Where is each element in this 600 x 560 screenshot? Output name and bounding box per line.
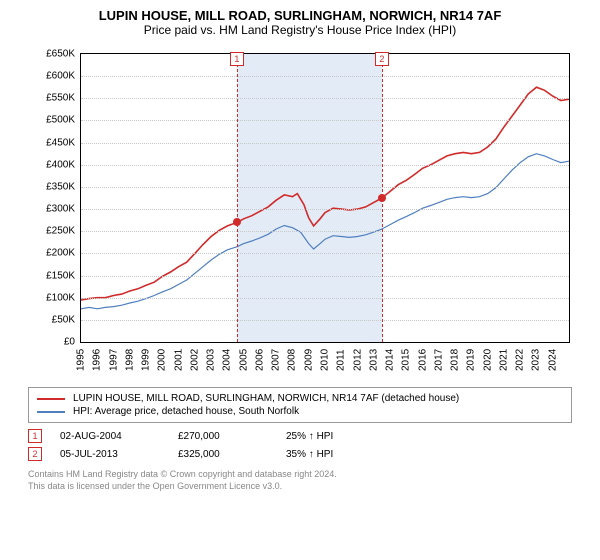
y-axis-label: £600K bbox=[20, 71, 75, 82]
sale-date: 02-AUG-2004 bbox=[60, 431, 160, 442]
footer: Contains HM Land Registry data © Crown c… bbox=[28, 469, 572, 492]
y-axis-label: £500K bbox=[20, 115, 75, 126]
sale-delta: 35% ↑ HPI bbox=[286, 449, 333, 460]
x-axis-label: 2018 bbox=[450, 349, 461, 371]
sale-marker-dot bbox=[378, 194, 386, 202]
y-axis-label: £350K bbox=[20, 181, 75, 192]
sale-price: £270,000 bbox=[178, 431, 268, 442]
x-axis-label: 2013 bbox=[368, 349, 379, 371]
x-axis-label: 2017 bbox=[433, 349, 444, 371]
y-axis-label: £200K bbox=[20, 248, 75, 259]
gridline bbox=[81, 120, 569, 121]
x-axis-label: 2020 bbox=[482, 349, 493, 371]
y-axis-label: £400K bbox=[20, 159, 75, 170]
x-axis-label: 2002 bbox=[189, 349, 200, 371]
x-axis-label: 2007 bbox=[271, 349, 282, 371]
x-axis-label: 2023 bbox=[531, 349, 542, 371]
y-axis-label: £650K bbox=[20, 49, 75, 60]
y-axis-label: £450K bbox=[20, 137, 75, 148]
chart-subtitle: Price paid vs. HM Land Registry's House … bbox=[0, 23, 600, 43]
x-axis-label: 2015 bbox=[401, 349, 412, 371]
chart-container: LUPIN HOUSE, MILL ROAD, SURLINGHAM, NORW… bbox=[0, 0, 600, 492]
plot-area: 12 bbox=[80, 53, 570, 343]
x-axis-label: 1999 bbox=[141, 349, 152, 371]
sale-delta: 25% ↑ HPI bbox=[286, 431, 333, 442]
y-axis-label: £50K bbox=[20, 314, 75, 325]
x-axis-label: 2006 bbox=[254, 349, 265, 371]
x-axis-label: 2019 bbox=[466, 349, 477, 371]
x-axis-label: 2011 bbox=[336, 349, 347, 371]
x-axis-label: 2000 bbox=[157, 349, 168, 371]
footer-line-2: This data is licensed under the Open Gov… bbox=[28, 481, 572, 493]
gridline bbox=[81, 276, 569, 277]
y-axis-label: £100K bbox=[20, 292, 75, 303]
x-axis-label: 2021 bbox=[498, 349, 509, 371]
x-axis-label: 2008 bbox=[287, 349, 298, 371]
sale-date: 05-JUL-2013 bbox=[60, 449, 160, 460]
series-line bbox=[81, 87, 569, 300]
legend-label: HPI: Average price, detached house, Sout… bbox=[73, 406, 299, 417]
footer-line-1: Contains HM Land Registry data © Crown c… bbox=[28, 469, 572, 481]
gridline bbox=[81, 143, 569, 144]
gridline bbox=[81, 187, 569, 188]
x-axis-label: 2022 bbox=[515, 349, 526, 371]
gridline bbox=[81, 165, 569, 166]
legend-item: LUPIN HOUSE, MILL ROAD, SURLINGHAM, NORW… bbox=[37, 392, 563, 405]
chart-title: LUPIN HOUSE, MILL ROAD, SURLINGHAM, NORW… bbox=[0, 0, 600, 23]
x-axis-label: 1997 bbox=[108, 349, 119, 371]
sale-row: 2 05-JUL-2013 £325,000 35% ↑ HPI bbox=[28, 447, 572, 461]
y-axis-label: £550K bbox=[20, 93, 75, 104]
sale-marker-badge: 1 bbox=[230, 52, 244, 66]
gridline bbox=[81, 209, 569, 210]
x-axis-label: 2014 bbox=[385, 349, 396, 371]
y-axis-label: £250K bbox=[20, 226, 75, 237]
sale-row: 1 02-AUG-2004 £270,000 25% ↑ HPI bbox=[28, 429, 572, 443]
gridline bbox=[81, 231, 569, 232]
x-axis-label: 2003 bbox=[206, 349, 217, 371]
legend: LUPIN HOUSE, MILL ROAD, SURLINGHAM, NORW… bbox=[28, 387, 572, 423]
x-axis-label: 2001 bbox=[173, 349, 184, 371]
sale-badge: 2 bbox=[28, 447, 42, 461]
x-axis-label: 1995 bbox=[76, 349, 87, 371]
line-series bbox=[81, 54, 569, 342]
gridline bbox=[81, 76, 569, 77]
legend-item: HPI: Average price, detached house, Sout… bbox=[37, 405, 563, 418]
x-axis-label: 2004 bbox=[222, 349, 233, 371]
gridline bbox=[81, 253, 569, 254]
x-axis-label: 2016 bbox=[417, 349, 428, 371]
legend-swatch bbox=[37, 398, 65, 400]
legend-swatch bbox=[37, 411, 65, 413]
legend-label: LUPIN HOUSE, MILL ROAD, SURLINGHAM, NORW… bbox=[73, 393, 459, 404]
gridline bbox=[81, 298, 569, 299]
sale-badge: 1 bbox=[28, 429, 42, 443]
gridline bbox=[81, 98, 569, 99]
sale-marker-badge: 2 bbox=[375, 52, 389, 66]
sale-marker-dot bbox=[233, 218, 241, 226]
y-axis-label: £0 bbox=[20, 337, 75, 348]
y-axis-label: £300K bbox=[20, 204, 75, 215]
x-axis-label: 1996 bbox=[92, 349, 103, 371]
x-axis-label: 1998 bbox=[124, 349, 135, 371]
x-axis-label: 2024 bbox=[547, 349, 558, 371]
x-axis-label: 2012 bbox=[352, 349, 363, 371]
gridline bbox=[81, 320, 569, 321]
x-axis-label: 2009 bbox=[303, 349, 314, 371]
chart-area: £0 £50K £100K £150K £200K £250K £300K £350K £400… bbox=[20, 43, 580, 383]
y-axis-label: £150K bbox=[20, 270, 75, 281]
x-axis-label: 2010 bbox=[320, 349, 331, 371]
sale-price: £325,000 bbox=[178, 449, 268, 460]
x-axis-label: 2005 bbox=[238, 349, 249, 371]
sale-marker-line bbox=[237, 54, 238, 342]
